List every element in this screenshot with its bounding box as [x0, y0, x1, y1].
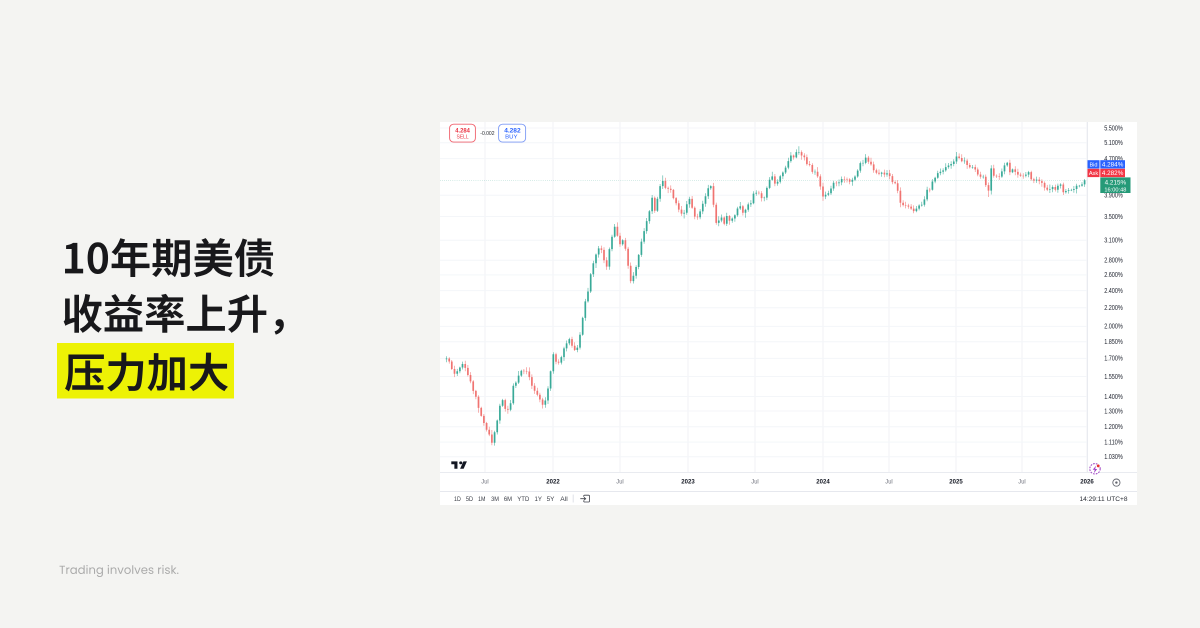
svg-text:1.030%: 1.030%: [1104, 454, 1123, 461]
svg-text:2.800%: 2.800%: [1104, 258, 1123, 265]
svg-text:1.200%: 1.200%: [1104, 424, 1123, 431]
svg-text:2026: 2026: [1080, 478, 1094, 485]
svg-text:2.200%: 2.200%: [1104, 305, 1123, 312]
svg-text:1D: 1D: [454, 496, 461, 503]
svg-text:3.500%: 3.500%: [1104, 214, 1123, 221]
svg-text:Jul: Jul: [885, 478, 893, 485]
svg-text:6M: 6M: [504, 496, 512, 503]
svg-text:2023: 2023: [681, 478, 695, 485]
svg-text:Jul: Jul: [751, 478, 759, 485]
svg-text:BUY: BUY: [505, 134, 518, 140]
svg-text:3.900%: 3.900%: [1104, 193, 1123, 200]
svg-text:4.284%: 4.284%: [1102, 162, 1124, 169]
svg-text:3.100%: 3.100%: [1104, 238, 1123, 245]
svg-text:1.300%: 1.300%: [1104, 408, 1123, 415]
svg-text:2.600%: 2.600%: [1104, 272, 1123, 279]
svg-text:Jul: Jul: [481, 478, 489, 485]
svg-text:16:00:48: 16:00:48: [1104, 187, 1126, 193]
svg-text:4.700%: 4.700%: [1104, 156, 1123, 163]
svg-text:4.282: 4.282: [504, 127, 521, 134]
svg-text:1Y: 1Y: [535, 496, 543, 503]
svg-text:14:29:11 UTC+8: 14:29:11 UTC+8: [1080, 496, 1128, 503]
svg-text:2022: 2022: [546, 478, 560, 485]
svg-text:Bid: Bid: [1089, 162, 1097, 168]
svg-text:Jul: Jul: [1018, 478, 1026, 485]
svg-text:5.100%: 5.100%: [1104, 140, 1123, 147]
svg-text:1M: 1M: [478, 496, 485, 503]
svg-text:5.500%: 5.500%: [1104, 125, 1123, 132]
svg-text:1.110%: 1.110%: [1104, 439, 1123, 446]
svg-text:1.400%: 1.400%: [1104, 394, 1123, 401]
svg-text:1.550%: 1.550%: [1104, 374, 1123, 381]
svg-text:5D: 5D: [466, 496, 474, 503]
svg-text:Ask: Ask: [1089, 171, 1099, 177]
svg-text:4.282%: 4.282%: [1102, 170, 1124, 177]
svg-text:-0.002: -0.002: [480, 131, 494, 137]
svg-text:2025: 2025: [949, 478, 963, 485]
svg-text:2024: 2024: [816, 478, 830, 485]
svg-text:3M: 3M: [491, 496, 499, 503]
svg-text:SELL: SELL: [457, 134, 469, 140]
svg-text:2.000%: 2.000%: [1104, 324, 1123, 331]
svg-text:2.400%: 2.400%: [1104, 288, 1123, 295]
svg-text:Jul: Jul: [616, 478, 624, 485]
svg-text:4.215%: 4.215%: [1105, 180, 1127, 187]
svg-text:All: All: [560, 496, 567, 503]
svg-text:5Y: 5Y: [547, 496, 556, 503]
svg-text:1.850%: 1.850%: [1104, 339, 1123, 346]
svg-text:4.284: 4.284: [455, 127, 470, 134]
svg-text:YTD: YTD: [517, 496, 529, 503]
svg-text:1.700%: 1.700%: [1104, 356, 1123, 363]
